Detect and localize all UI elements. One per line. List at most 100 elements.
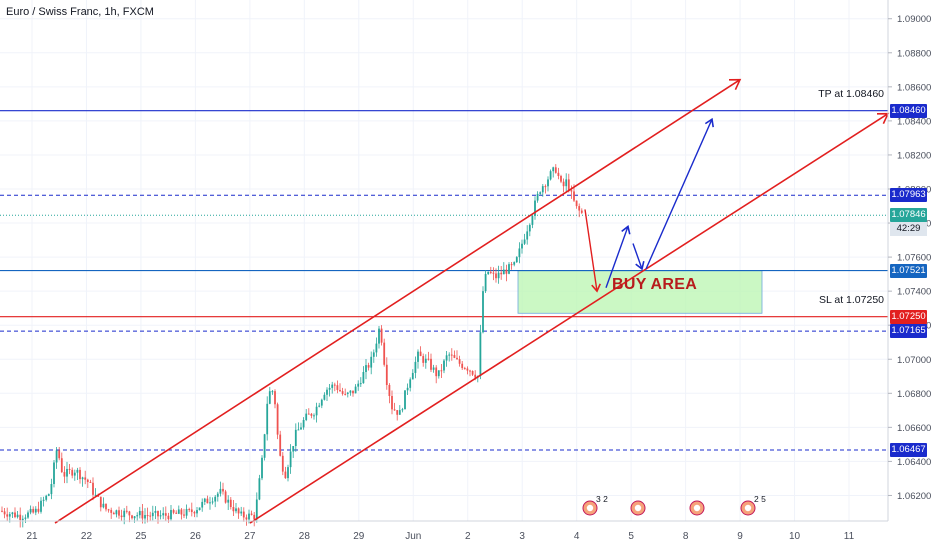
candle-body bbox=[50, 484, 53, 495]
candle-body bbox=[89, 481, 92, 483]
price-tag: 1.08460 bbox=[890, 103, 927, 118]
candle-body bbox=[323, 394, 326, 400]
projection-arrow[interactable] bbox=[632, 243, 643, 270]
candle-body bbox=[112, 512, 115, 515]
candle-body bbox=[131, 515, 133, 519]
candle-body bbox=[427, 358, 430, 360]
x-tick-label: 25 bbox=[135, 531, 147, 542]
x-tick-label: 27 bbox=[244, 531, 256, 542]
candle-body bbox=[515, 257, 518, 263]
candle-body bbox=[287, 467, 289, 479]
candle-body bbox=[575, 200, 578, 207]
candle-body bbox=[227, 499, 230, 503]
candle-body bbox=[263, 434, 266, 458]
candle-body bbox=[469, 370, 471, 372]
candle-body bbox=[435, 367, 438, 377]
candle-body bbox=[21, 518, 24, 521]
candle-body bbox=[84, 477, 87, 480]
candle-body bbox=[573, 191, 575, 201]
event-marker[interactable]: 2 5 bbox=[740, 494, 766, 516]
candle-body bbox=[500, 272, 503, 275]
candle-body bbox=[289, 451, 292, 468]
event-marker[interactable] bbox=[630, 500, 646, 516]
projection-arrow[interactable] bbox=[645, 118, 713, 270]
tp-label: TP at 1.08460 bbox=[818, 88, 884, 100]
candle-body bbox=[237, 508, 240, 514]
grid bbox=[0, 0, 888, 521]
candle-body bbox=[203, 498, 206, 502]
candle-body bbox=[167, 515, 170, 520]
x-axis-ticks[interactable]: 21 22 25 26 27 28 29 Jun 2 3 4 5 8 9 10 11 bbox=[26, 531, 854, 542]
candle-body bbox=[245, 517, 248, 520]
y-tick-label: 1.09000 bbox=[897, 14, 931, 25]
candle-body bbox=[528, 224, 531, 232]
y-tick-label: 1.06800 bbox=[897, 389, 931, 400]
candle-body bbox=[110, 509, 113, 513]
candle-body bbox=[235, 508, 237, 512]
x-tick-label: 28 bbox=[299, 531, 311, 542]
candle-body bbox=[549, 171, 552, 180]
candle-body bbox=[211, 501, 214, 503]
candle-body bbox=[45, 495, 48, 500]
candle-body bbox=[557, 172, 560, 176]
x-tick-label: 26 bbox=[190, 531, 202, 542]
symbol-title[interactable]: Euro / Swiss Franc, 1h, FXCM bbox=[6, 6, 154, 18]
candle-body bbox=[521, 243, 523, 249]
candle-body bbox=[531, 215, 534, 225]
candle-body bbox=[495, 273, 497, 279]
candle-body bbox=[118, 510, 120, 516]
channel-arrowhead bbox=[728, 78, 742, 91]
price-tag: 1.07963 bbox=[890, 188, 927, 203]
candle-body bbox=[466, 368, 469, 371]
price-levels[interactable] bbox=[0, 110, 888, 451]
candle-body bbox=[349, 390, 352, 393]
y-axis-ticks[interactable]: 1.090001.088001.086001.084001.082001.080… bbox=[888, 14, 931, 502]
candle-body bbox=[29, 508, 32, 513]
candle-body bbox=[60, 458, 63, 473]
plot-background bbox=[0, 0, 888, 521]
candle-body bbox=[302, 420, 305, 428]
candle-body bbox=[232, 507, 235, 512]
candle-body bbox=[40, 500, 42, 512]
candle-body bbox=[183, 514, 185, 516]
candle-body bbox=[11, 512, 14, 515]
candle-body bbox=[378, 328, 380, 344]
candle-body bbox=[159, 515, 162, 517]
candle-body bbox=[157, 511, 159, 517]
candle-body bbox=[307, 413, 310, 415]
candle-body bbox=[216, 493, 219, 497]
candle-body bbox=[430, 358, 432, 370]
candle-body bbox=[432, 367, 435, 370]
event-marker[interactable]: 3 2 bbox=[582, 494, 608, 516]
candle-body bbox=[86, 479, 89, 482]
candle-body bbox=[424, 358, 427, 363]
candle-body bbox=[229, 499, 232, 508]
candle-body bbox=[375, 343, 378, 353]
candle-body bbox=[185, 509, 188, 516]
projection-arrow[interactable] bbox=[605, 226, 629, 288]
candle-body bbox=[372, 352, 375, 357]
y-tick-label: 1.06600 bbox=[897, 423, 931, 434]
candle-body bbox=[125, 510, 128, 512]
event-marker[interactable] bbox=[689, 500, 705, 516]
channel-line[interactable] bbox=[249, 113, 889, 524]
candle-body bbox=[133, 516, 136, 519]
candle-body bbox=[409, 379, 412, 388]
candle-body bbox=[437, 370, 440, 377]
projection-arrows[interactable] bbox=[584, 117, 714, 293]
candle-body bbox=[138, 510, 141, 516]
candle-body bbox=[367, 365, 370, 368]
projection-arrow[interactable] bbox=[584, 209, 598, 292]
candle-body bbox=[365, 365, 367, 373]
candle-body bbox=[456, 357, 458, 360]
candle-body bbox=[94, 494, 97, 496]
candle-body bbox=[359, 383, 362, 385]
candle-body bbox=[458, 359, 461, 364]
event-markers[interactable]: 3 2 2 5 bbox=[582, 494, 766, 516]
candle-body bbox=[242, 511, 245, 518]
candle-body bbox=[79, 469, 81, 480]
channel-line[interactable] bbox=[54, 79, 741, 524]
projection-arrowhead bbox=[591, 283, 601, 293]
candle-body bbox=[417, 351, 419, 362]
